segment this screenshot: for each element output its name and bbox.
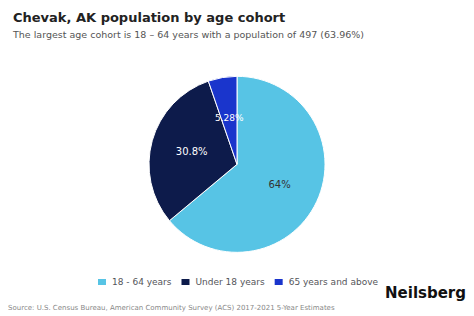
svg-text:5.28%: 5.28% — [215, 113, 244, 123]
svg-text:65 years and above: 65 years and above — [289, 277, 379, 287]
svg-text:64%: 64% — [268, 179, 290, 190]
svg-text:30.8%: 30.8% — [176, 146, 208, 157]
svg-text:Chevak, AK population by age c: Chevak, AK population by age cohort — [13, 10, 285, 25]
svg-text:18 - 64 years: 18 - 64 years — [112, 277, 172, 287]
svg-text:Source: U.S. Census Bureau, Am: Source: U.S. Census Bureau, American Com… — [8, 304, 335, 312]
svg-text:Neilsberg: Neilsberg — [385, 284, 466, 302]
svg-text:The largest age cohort is 18 –: The largest age cohort is 18 – 64 years … — [12, 29, 364, 40]
svg-text:Under 18 years: Under 18 years — [195, 277, 264, 287]
